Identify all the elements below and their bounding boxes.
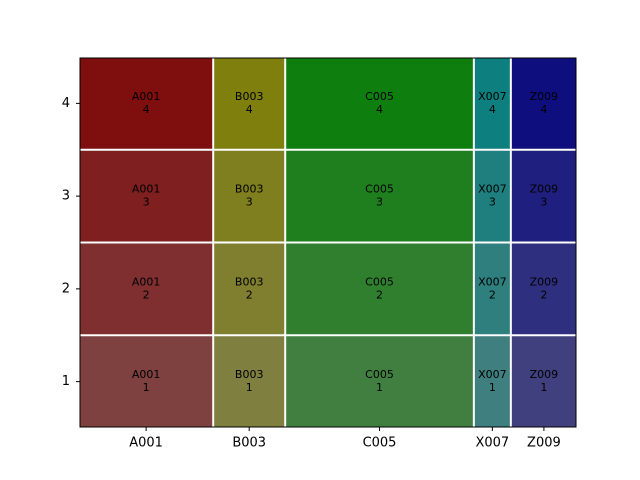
cell-category: A001 [132,183,161,196]
cell-level: 4 [246,103,253,116]
cell-level: 2 [376,288,383,301]
cell-category: B003 [235,183,264,196]
x-tick-label: X007 [475,436,509,451]
cell-label: Z009 3 [530,183,559,209]
cell-level: 2 [540,288,547,301]
mosaic-cell [511,150,576,242]
cell-label: A001 1 [132,368,161,394]
cell-label: B003 3 [235,183,264,209]
mosaic-cell [474,243,510,335]
mosaic-cell [80,150,213,242]
mosaic-cell [80,336,213,427]
cell-label: C005 1 [365,368,394,394]
cell-category: Z009 [530,183,559,196]
cell-level: 3 [540,196,547,209]
x-tick-label: B003 [232,436,266,451]
cell-label: A001 4 [132,90,161,116]
mosaic-cell [214,58,285,149]
cell-label: C005 2 [365,275,394,301]
x-tick-label: C005 [363,436,397,451]
cell-level: 3 [246,196,253,209]
cell-label: C005 4 [365,90,394,116]
cell-category: C005 [365,368,394,381]
cell-category: A001 [132,368,161,381]
cell-label: A001 3 [132,183,161,209]
cell-category: X007 [478,368,507,381]
cell-label: C005 3 [365,183,394,209]
mosaic-cell [286,58,473,149]
cell-label: X007 4 [478,90,507,116]
cell-category: X007 [478,183,507,196]
cell-category: Z009 [530,368,559,381]
mosaic-cell [80,58,213,149]
cell-level: 4 [376,103,383,116]
mosaic-cell [214,243,285,335]
cell-level: 2 [246,288,253,301]
cell-category: B003 [235,275,264,288]
cell-level: 3 [143,196,150,209]
cell-level: 4 [489,103,496,116]
y-tick-label: 4 [62,96,70,111]
cell-label: B003 2 [235,275,264,301]
y-tick-label: 2 [62,281,70,296]
cell-category: C005 [365,275,394,288]
mosaic-cell [214,150,285,242]
cell-category: X007 [478,90,507,103]
cell-label: Z009 2 [530,275,559,301]
mosaic-cell [511,58,576,149]
cell-level: 3 [376,196,383,209]
cell-level: 1 [489,381,496,394]
cell-label: A001 2 [132,275,161,301]
cell-category: A001 [132,90,161,103]
cell-level: 1 [376,381,383,394]
cell-level: 3 [489,196,496,209]
mosaic-cell [474,58,510,149]
cell-label: Z009 4 [530,90,559,116]
cell-category: B003 [235,90,264,103]
cell-label: X007 1 [478,368,507,394]
cell-category: C005 [365,90,394,103]
cell-level: 1 [246,381,253,394]
mosaic-cell [286,150,473,242]
x-tick-label: Z009 [527,436,561,451]
x-tick-label: A001 [129,436,163,451]
y-tick-label: 1 [62,374,70,389]
cell-label: B003 4 [235,90,264,116]
mosaic-cell [80,243,213,335]
cell-label: B003 1 [235,368,264,394]
mosaic-cell [214,336,285,427]
cell-category: A001 [132,275,161,288]
mosaic-cell [511,336,576,427]
mosaic-cell [474,150,510,242]
cell-category: B003 [235,368,264,381]
cell-label: X007 3 [478,183,507,209]
cell-level: 1 [143,381,150,394]
cell-label: X007 2 [478,275,507,301]
y-tick-label: 3 [62,189,70,204]
cell-category: Z009 [530,90,559,103]
cell-level: 4 [143,103,150,116]
mosaic-cell [474,336,510,427]
mosaic-cell [511,243,576,335]
cell-category: X007 [478,275,507,288]
cell-category: Z009 [530,275,559,288]
axes-frame [79,57,577,428]
cell-level: 4 [540,103,547,116]
cell-level: 1 [540,381,547,394]
cell-label: Z009 1 [530,368,559,394]
cell-level: 2 [143,288,150,301]
cell-category: C005 [365,183,394,196]
mosaic-cell [286,336,473,427]
mosaic-cell [286,243,473,335]
cell-level: 2 [489,288,496,301]
